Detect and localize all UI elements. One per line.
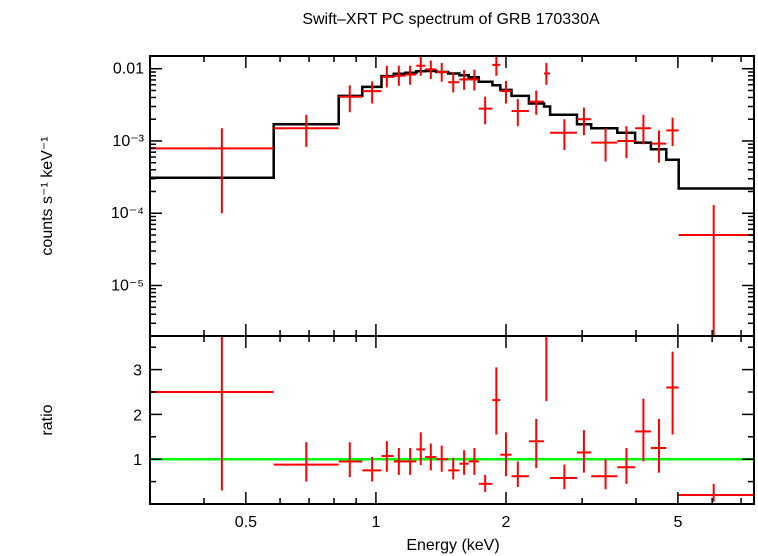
- ratio-data-point: [550, 464, 577, 490]
- spectrum-data-point: [425, 60, 437, 80]
- top-y-tick-label: 10⁻³: [112, 133, 144, 150]
- ratio-data-point: [576, 430, 592, 473]
- spectrum-data-point: [150, 128, 274, 214]
- ratio-data-point: [492, 367, 501, 435]
- spectrum-data-point: [381, 65, 394, 88]
- ratio-data-point: [650, 418, 667, 473]
- ratio-data-point: [405, 448, 417, 475]
- ratio-data-point: [448, 457, 460, 480]
- ratio-data-point: [468, 448, 479, 475]
- spectrum-data-point: [273, 114, 339, 147]
- spectrum-data-point: [500, 80, 512, 104]
- ratio-data-point: [459, 450, 469, 475]
- ratio-panel-ylabel: ratio: [39, 404, 56, 435]
- ratio-data-point: [617, 448, 636, 484]
- ratio-data-point: [362, 456, 382, 482]
- ratio-panel-frame: [149, 335, 755, 505]
- x-tick-label: 1: [371, 514, 380, 531]
- spectrum-data-point: [666, 117, 679, 147]
- spectrum-data-point: [678, 205, 754, 336]
- spectrum-data-point: [528, 90, 545, 115]
- top-y-tick-label: 10⁻⁵: [111, 277, 144, 294]
- spectrum-data-point: [468, 69, 479, 91]
- spectrum-data-point: [650, 130, 667, 163]
- ratio-data-point: [393, 448, 406, 475]
- top-panel-ylabel: counts s⁻¹ keV⁻¹: [39, 136, 56, 255]
- ratio-data-point: [381, 441, 394, 472]
- model-step-line: [150, 69, 754, 190]
- chart-title: Swift–XRT PC spectrum of GRB 170330A: [302, 11, 600, 28]
- x-tick-label: 2: [502, 514, 511, 531]
- spectrum-data-point: [617, 126, 636, 159]
- spectrum-data-point: [511, 99, 529, 127]
- spectrum-data-point: [338, 85, 363, 113]
- spectrum-data-point: [635, 114, 651, 145]
- ratio-data-point: [416, 432, 426, 466]
- ratio-y-tick-label: 2: [133, 407, 142, 424]
- top-y-tick-label: 10⁻⁴: [111, 205, 144, 222]
- spectrum-data-point: [576, 107, 592, 136]
- top-panel-frame: [149, 55, 755, 337]
- spectrum-data-point: [416, 56, 426, 76]
- spectrum-data-point: [393, 65, 406, 86]
- ratio-data-point: [678, 483, 754, 502]
- ratio-data-point: [425, 443, 437, 471]
- ratio-data-point: [635, 398, 651, 462]
- ratio-data-point: [478, 474, 493, 492]
- ratio-data-point: [338, 442, 363, 478]
- ratio-data-point: [666, 351, 679, 435]
- spectrum-data-point: [591, 128, 618, 162]
- ratio-data-point: [500, 432, 512, 477]
- x-tick-label: 0.5: [235, 514, 257, 531]
- ratio-y-tick-label: 3: [133, 363, 142, 380]
- ratio-y-tick-label: 1: [133, 452, 142, 469]
- spectrum-data-point: [544, 63, 551, 85]
- spectrum-data-point: [550, 119, 577, 151]
- ratio-data-point: [436, 445, 449, 472]
- spectrum-data-point: [492, 56, 501, 76]
- ratio-data-point: [150, 336, 274, 491]
- x-tick-label: 5: [673, 514, 682, 531]
- ratio-data-point: [273, 442, 339, 482]
- top-y-tick-label: 0.01: [113, 61, 144, 78]
- ratio-data-point: [511, 461, 529, 487]
- spectrum-data-point: [405, 65, 417, 85]
- spectrum-data-point: [436, 63, 449, 82]
- ratio-data-point: [591, 459, 618, 490]
- spectrum-data-point: [362, 81, 382, 104]
- ratio-data-point: [528, 418, 545, 469]
- spectrum-data-point: [478, 96, 493, 125]
- spectrum-data-point: [448, 72, 460, 93]
- x-axis-label: Energy (keV): [406, 537, 499, 554]
- ratio-data-point: [544, 335, 551, 401]
- spectrum-data-point: [459, 70, 469, 90]
